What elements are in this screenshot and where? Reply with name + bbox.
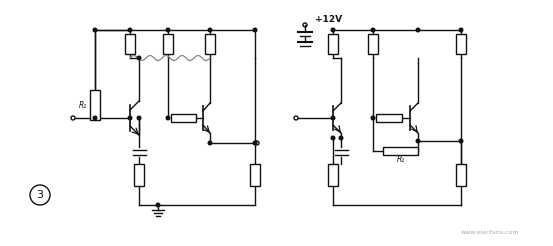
Bar <box>205 34 215 54</box>
Circle shape <box>331 116 335 120</box>
Text: www.elecfans.com: www.elecfans.com <box>461 230 519 234</box>
Bar <box>456 164 466 186</box>
Bar <box>125 34 135 54</box>
Bar <box>328 34 338 54</box>
Circle shape <box>156 203 160 207</box>
Circle shape <box>208 141 212 145</box>
Circle shape <box>253 28 257 32</box>
Circle shape <box>93 116 97 120</box>
Bar <box>328 164 338 186</box>
Circle shape <box>416 139 420 143</box>
Circle shape <box>371 28 375 32</box>
Text: R₁: R₁ <box>79 101 87 109</box>
Bar <box>134 164 144 186</box>
Bar <box>456 34 466 54</box>
Text: +12V: +12V <box>315 15 342 24</box>
Circle shape <box>339 136 343 140</box>
Circle shape <box>459 139 463 143</box>
Bar <box>376 114 402 122</box>
Circle shape <box>459 28 463 32</box>
Circle shape <box>128 116 132 120</box>
Circle shape <box>137 116 141 120</box>
Bar <box>383 147 418 155</box>
Bar <box>368 34 378 54</box>
Circle shape <box>93 28 97 32</box>
Circle shape <box>208 28 212 32</box>
Circle shape <box>416 28 420 32</box>
Circle shape <box>253 141 257 145</box>
Circle shape <box>371 116 375 120</box>
Circle shape <box>166 28 170 32</box>
Circle shape <box>128 28 132 32</box>
Circle shape <box>137 56 141 60</box>
Text: R₁: R₁ <box>397 154 405 164</box>
Bar <box>250 164 260 186</box>
Bar <box>171 114 196 122</box>
Circle shape <box>331 28 335 32</box>
Bar <box>90 90 100 120</box>
Text: 3: 3 <box>36 190 44 200</box>
Bar <box>163 34 173 54</box>
Circle shape <box>166 116 170 120</box>
Circle shape <box>331 136 335 140</box>
